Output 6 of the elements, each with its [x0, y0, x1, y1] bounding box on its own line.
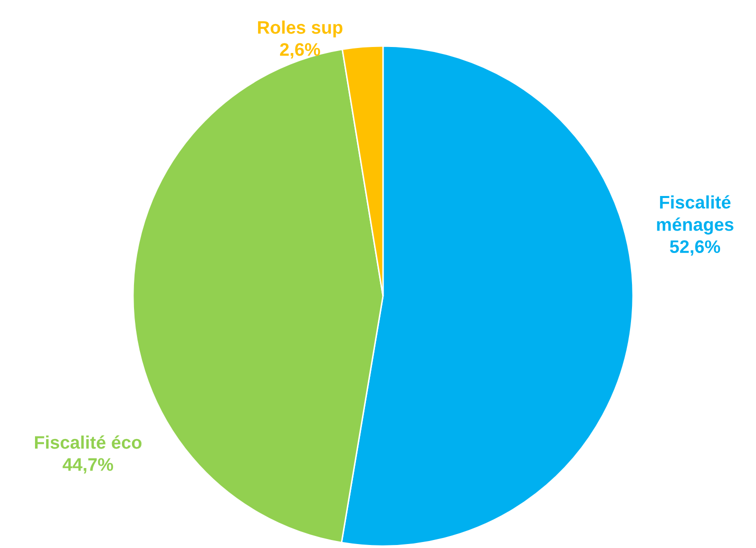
data-label: 2,6% — [280, 43, 320, 58]
data-label: 44,7% — [62, 458, 114, 474]
slice-label: Fiscalité ménages — [657, 195, 734, 235]
data-label: 52,6% — [670, 240, 720, 256]
slice-label: Roles sup — [258, 20, 342, 38]
slice-label: Fiscalité éco — [35, 435, 142, 449]
